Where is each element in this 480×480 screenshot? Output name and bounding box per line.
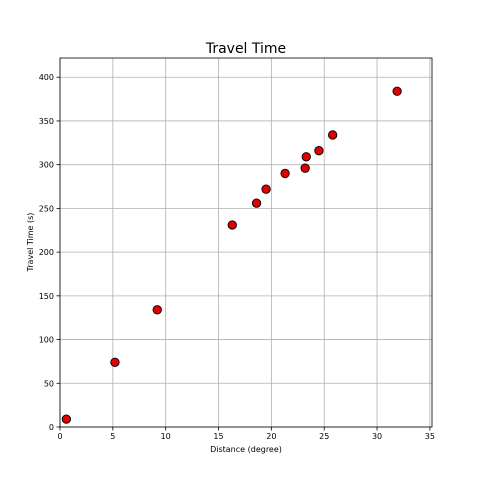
y-tick-label: 0 (49, 423, 54, 432)
data-points (61, 86, 402, 424)
data-point (227, 220, 237, 230)
x-tick-label: 15 (213, 432, 223, 441)
y-tick-label: 300 (39, 161, 54, 170)
plot-frame (59, 57, 433, 428)
x-tick-label: 0 (57, 432, 62, 441)
y-tick-label: 50 (44, 379, 54, 388)
data-point (392, 86, 402, 96)
y-tick-label: 150 (39, 292, 54, 301)
data-point (251, 198, 262, 208)
data-point (328, 130, 338, 140)
x-tick-label: 10 (161, 432, 171, 441)
chart-title: Travel Time (205, 41, 286, 57)
y-tick-label: 350 (39, 117, 54, 126)
y-axis-label: Travel Time (s) (26, 213, 35, 273)
y-tick-label: 400 (39, 73, 54, 82)
x-tick-label: 20 (266, 432, 276, 441)
y-tick-label: 200 (39, 248, 54, 257)
x-tick-label: 25 (319, 432, 329, 441)
x-tick-label: 30 (372, 432, 382, 441)
y-tick-label: 250 (39, 204, 54, 213)
data-point (314, 146, 324, 156)
data-point (152, 305, 162, 315)
data-point (301, 152, 311, 162)
data-point (61, 414, 71, 424)
grid (59, 58, 432, 428)
x-tick-label: 35 (425, 432, 435, 441)
x-tick-label: 5 (110, 432, 115, 441)
data-point (280, 168, 290, 179)
data-point (261, 184, 271, 194)
x-axis-label: Distance (degree) (210, 445, 282, 454)
data-point (110, 357, 120, 367)
data-point (300, 163, 310, 173)
y-tick-label: 100 (39, 336, 54, 345)
